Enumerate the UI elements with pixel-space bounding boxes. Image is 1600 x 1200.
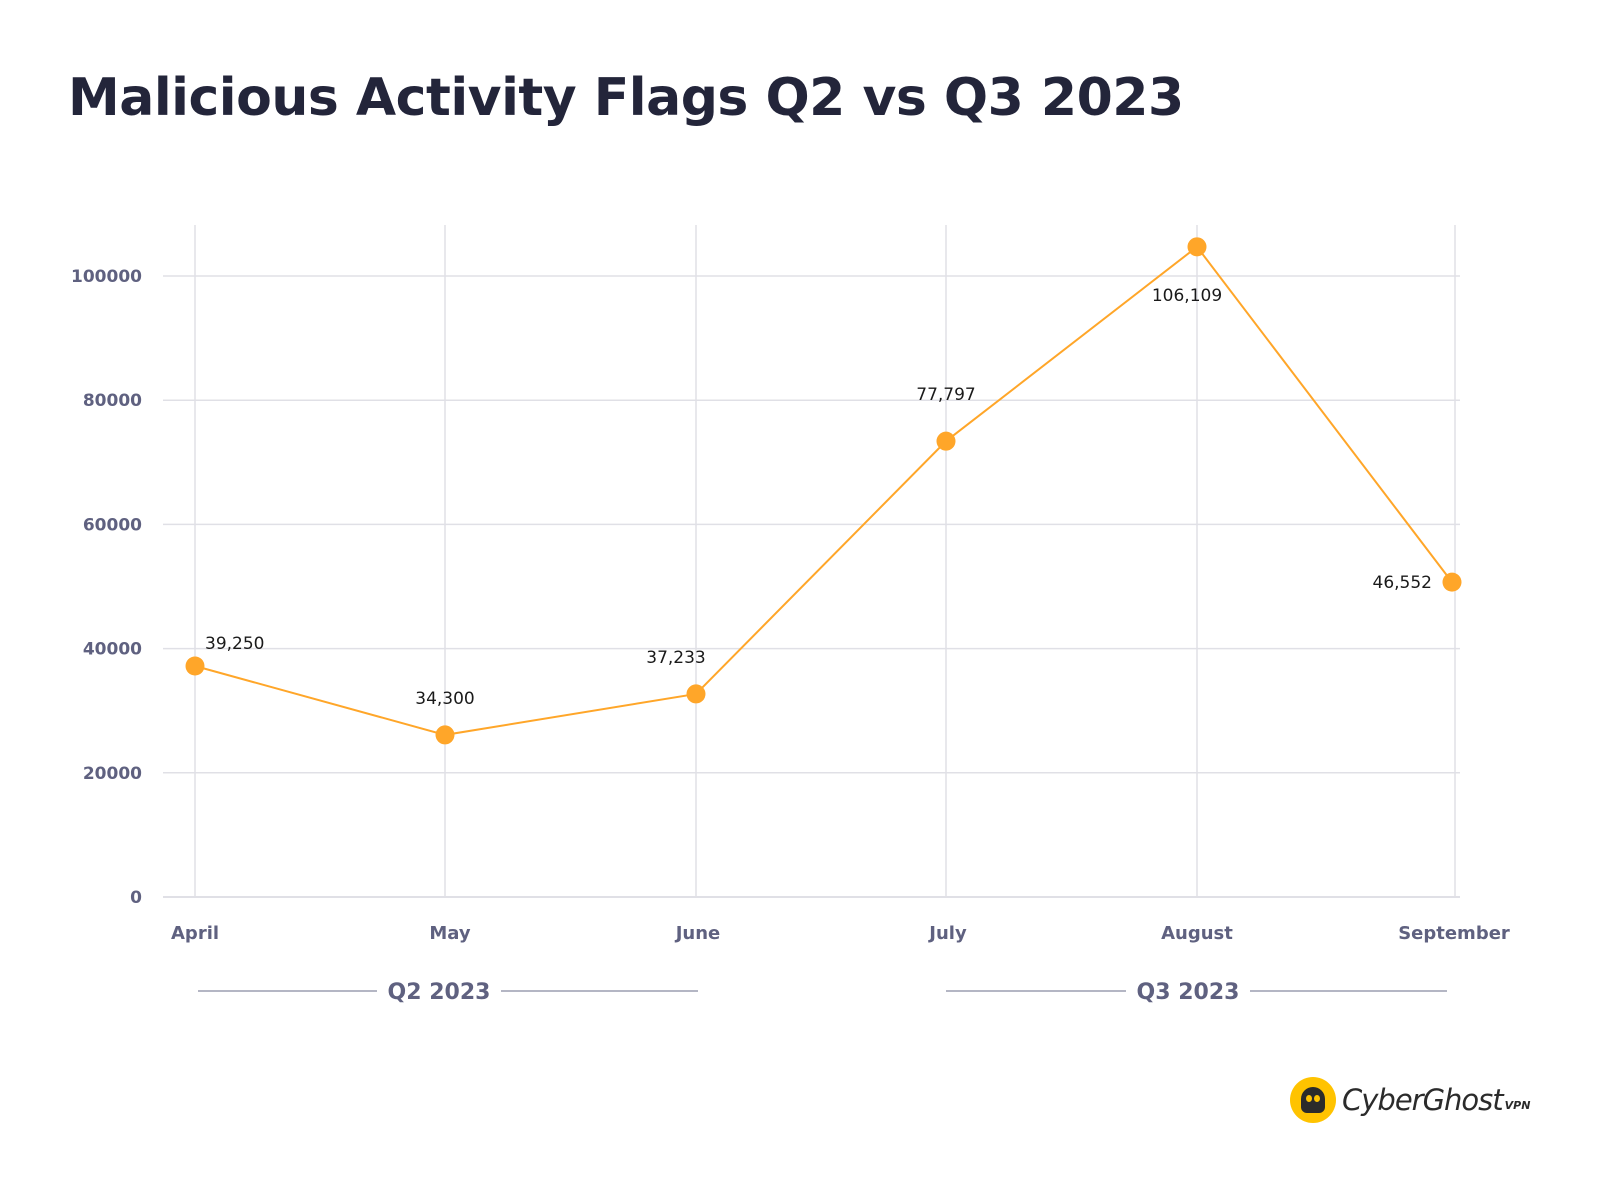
x-tick-label: May bbox=[429, 923, 471, 944]
y-tick-label: 0 bbox=[130, 888, 142, 908]
data-point bbox=[1442, 572, 1462, 592]
data-point bbox=[185, 656, 205, 676]
logo-text: CyberGhost bbox=[1342, 1083, 1504, 1117]
series-line bbox=[194, 245, 1453, 736]
y-tick-label: 60000 bbox=[83, 515, 142, 535]
cyberghost-logo: CyberGhost VPN bbox=[1290, 1077, 1530, 1123]
chart-title: Malicious Activity Flags Q2 vs Q3 2023 bbox=[68, 68, 1184, 128]
logo-suffix: VPN bbox=[1504, 1098, 1531, 1112]
data-label: 46,552 bbox=[1373, 573, 1432, 593]
ghost-icon bbox=[1290, 1077, 1336, 1123]
data-point bbox=[686, 684, 706, 704]
y-tick-label: 80000 bbox=[83, 391, 142, 411]
data-point bbox=[1187, 237, 1207, 257]
x-tick-label: September bbox=[1398, 923, 1510, 944]
data-label: 77,797 bbox=[916, 385, 975, 405]
data-label: 34,300 bbox=[415, 689, 474, 709]
data-label: 37,233 bbox=[646, 648, 705, 668]
group-label: Q2 2023 bbox=[388, 980, 491, 1005]
data-point bbox=[936, 431, 956, 451]
group-label: Q3 2023 bbox=[1137, 980, 1240, 1005]
data-point bbox=[435, 725, 455, 745]
y-tick-label: 20000 bbox=[83, 764, 142, 784]
x-tick-label: August bbox=[1161, 923, 1233, 944]
data-label: 39,250 bbox=[205, 634, 264, 654]
y-tick-label: 40000 bbox=[83, 640, 142, 660]
y-tick-label: 100000 bbox=[71, 267, 142, 287]
x-tick-label: June bbox=[674, 923, 721, 944]
data-label: 106,109 bbox=[1152, 286, 1222, 306]
x-tick-label: April bbox=[171, 923, 219, 944]
x-tick-label: July bbox=[927, 923, 967, 944]
